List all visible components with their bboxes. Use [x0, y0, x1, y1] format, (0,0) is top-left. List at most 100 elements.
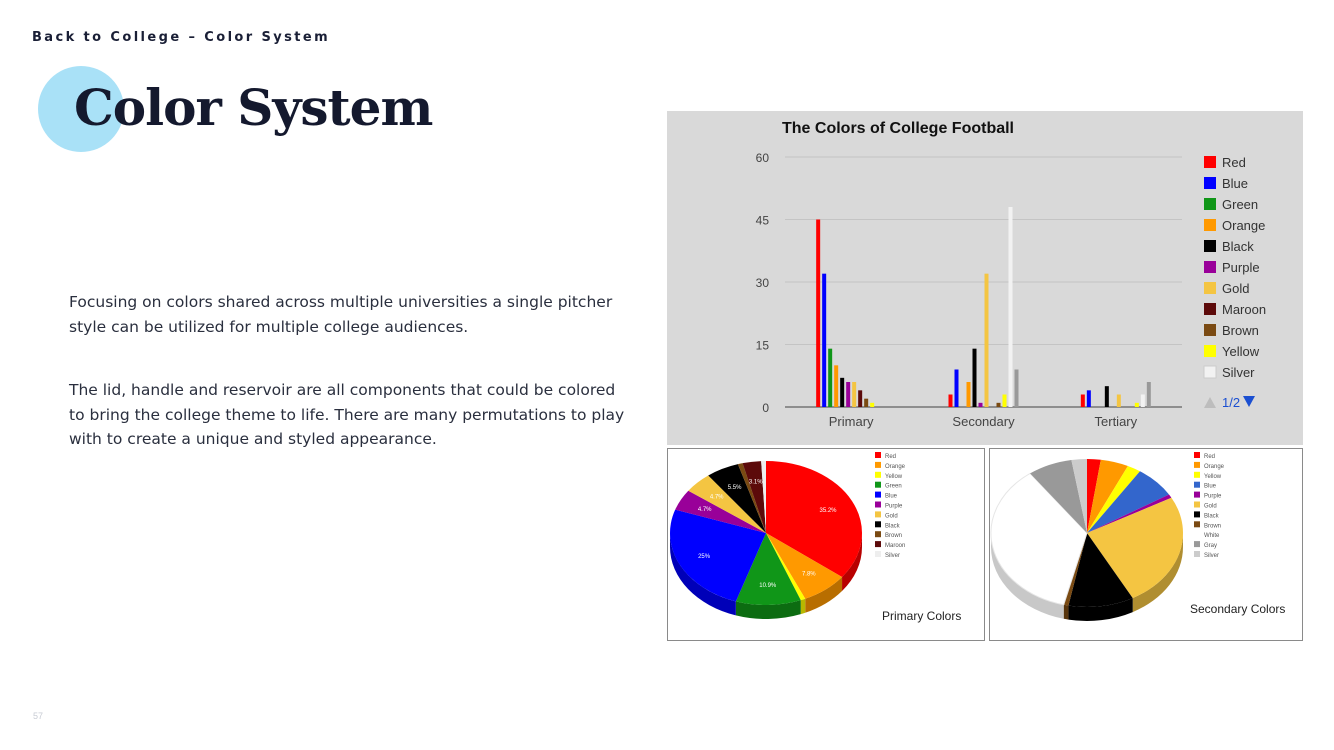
bar-yellow-primary [870, 402, 875, 407]
pie-legend-swatch [875, 541, 881, 548]
pie-slice-silver [1071, 459, 1087, 533]
pie-slice-red [766, 461, 862, 577]
pie-slice-purple [675, 490, 766, 533]
bar-brown-secondary [996, 402, 1001, 407]
legend-swatch [1204, 219, 1216, 231]
bar-black-tertiary [1104, 386, 1109, 407]
bar-gold-secondary [984, 273, 989, 407]
legend-label: Brown [1222, 323, 1259, 338]
pie-slice-black [1068, 533, 1133, 607]
bar-chart: The Colors of College Football 0 15 30 45 60 P… [756, 120, 1266, 429]
bar-red-secondary [948, 394, 953, 407]
pie-side-gold [1132, 533, 1183, 613]
pie-side-blue [670, 533, 736, 616]
legend-label: Yellow [1222, 344, 1260, 359]
legend-swatch [1204, 345, 1216, 357]
primary-pie-title: Primary Colors [882, 609, 962, 623]
y-tick-label: 45 [756, 214, 770, 228]
bar-maroon-primary [858, 390, 863, 407]
bar-gold-primary [852, 382, 857, 407]
pie-slice-silver [761, 461, 766, 533]
bar-blue-tertiary [1086, 390, 1091, 407]
pie-legend-label: Gray [1204, 543, 1217, 549]
primary-pie-chart: 35.2% 7.8% 10.9% 25% 4.7% 4.7% 5.5% 3.1% Red Oran… [670, 452, 906, 619]
pie-legend-label: Black [1204, 513, 1220, 519]
pie-slice-purple [1087, 494, 1172, 533]
legend-swatch [1204, 156, 1216, 168]
bar-yellow-tertiary [1134, 402, 1139, 407]
bar-black-primary [840, 377, 845, 407]
x-tick-label: Secondary [952, 414, 1015, 429]
bar-purple-secondary [978, 402, 983, 407]
pie-slice-gray [1030, 459, 1087, 533]
pie-legend-swatch [875, 471, 881, 478]
pie-legend-swatch [1194, 471, 1200, 478]
pie-slice-black [708, 464, 766, 533]
pie-legend-label: Brown [885, 533, 902, 539]
y-tick-label: 60 [756, 151, 770, 165]
section-eyebrow: Back to College – Color System [32, 30, 331, 45]
body-paragraph-2: The lid, handle and reservoir are all co… [69, 381, 625, 448]
pie-side-brown [1063, 604, 1069, 620]
x-tick-label: Primary [829, 414, 874, 429]
legend-pager: 1/2 [1222, 395, 1240, 410]
pie-legend-swatch [875, 461, 881, 468]
pie-legend-swatch [875, 452, 881, 458]
pie-legend-label: Gold [885, 513, 898, 519]
pie-legend-label: Blue [1204, 484, 1217, 490]
bar-red-tertiary [1080, 394, 1085, 407]
pie-legend-label: Brown [1204, 523, 1221, 529]
legend-next-icon[interactable] [1243, 396, 1255, 407]
pie-slice-label: 5.5% [728, 485, 742, 491]
pie-slice-orange [1087, 459, 1128, 533]
pie-legend-label: Yellow [885, 474, 903, 480]
bar-orange-secondary [966, 382, 971, 407]
legend-label: Black [1222, 239, 1254, 254]
pie-slice-label: 4.7% [698, 507, 712, 513]
pie-legend-swatch [875, 531, 881, 538]
legend-swatch [1203, 365, 1217, 379]
pie-side-orange [805, 576, 843, 613]
pie-legend-label: Blue [885, 494, 898, 500]
page-number: 57 [33, 711, 44, 721]
pie-legend-swatch [1194, 461, 1200, 468]
primary-pie-panel: 35.2% 7.8% 10.9% 25% 4.7% 4.7% 5.5% 3.1% Red Oran… [667, 448, 985, 641]
legend-label: Green [1222, 197, 1258, 212]
pie-legend-swatch [875, 501, 881, 508]
pie-side-white [991, 533, 1064, 619]
secondary-pie-chart: Red Orange Yellow Blue Purple Gold Black Brown W… [990, 452, 1225, 621]
bar-green-primary [828, 348, 833, 407]
pie-slice-gold [688, 475, 766, 533]
y-tick-label: 30 [756, 276, 770, 290]
legend-label: Silver [1222, 365, 1255, 380]
pie-legend-label: Orange [885, 464, 906, 470]
bar-blue-secondary [954, 369, 959, 407]
bar-silver-secondary [1008, 207, 1013, 407]
pie-side-green [735, 600, 801, 619]
legend-label: Gold [1222, 281, 1249, 296]
y-tick-label: 15 [756, 339, 770, 353]
bar-red-primary [816, 219, 821, 407]
pie-side-black [1068, 598, 1133, 621]
bar-orange-primary [834, 365, 839, 407]
bar-yellow-secondary [1002, 394, 1007, 407]
pie-legend-swatch [1194, 541, 1200, 548]
legend-prev-icon[interactable] [1204, 397, 1216, 408]
legend-swatch [1204, 261, 1216, 273]
bar-blue-primary [822, 273, 827, 407]
pie-legend-label: Black [885, 523, 901, 529]
bar-chart-title: The Colors of College Football [782, 120, 1014, 137]
pie-slice-label: 35.2% [820, 508, 838, 514]
pie-legend-label: Orange [1204, 464, 1225, 470]
pie-slice-white [990, 472, 1088, 606]
bar-unlabeled-secondary [1014, 369, 1019, 407]
pie-legend-swatch [875, 481, 881, 488]
legend-swatch [1204, 240, 1216, 252]
legend-swatch [1204, 303, 1216, 315]
pie-legend-swatch [1194, 481, 1200, 488]
pie-slice-gold [1087, 497, 1183, 599]
pie-slice-blue [1087, 471, 1170, 533]
legend-label: Red [1222, 155, 1246, 170]
pie-legend-swatch [1194, 551, 1200, 557]
bar-gold-tertiary [1116, 394, 1121, 407]
